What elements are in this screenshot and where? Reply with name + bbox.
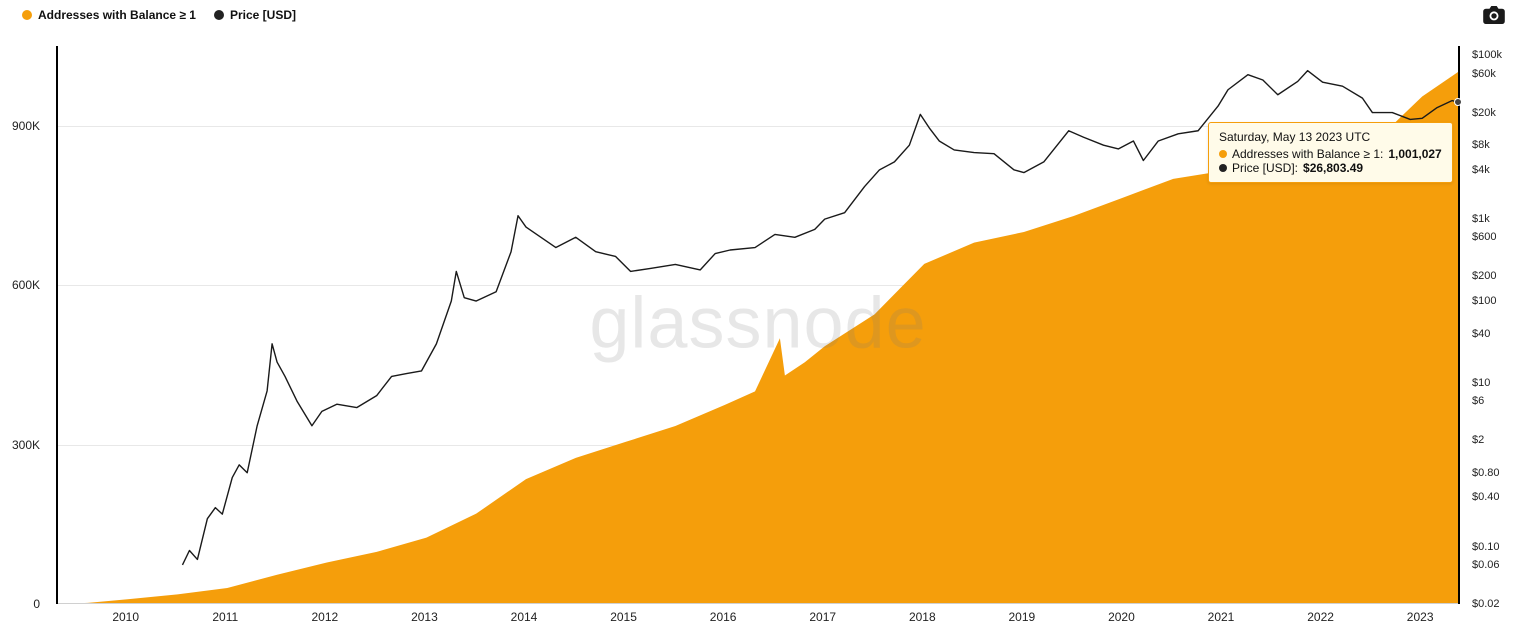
tooltip-label-addresses: Addresses with Balance ≥ 1: [1232,147,1383,161]
y-right-tick-label: $10 [1472,377,1490,389]
x-tick-label: 2022 [1307,610,1334,624]
chart-legend: Addresses with Balance ≥ 1 Price [USD] [22,8,296,22]
y-right-tick-label: $4k [1472,164,1490,176]
y-axis-right-labels: $0.02$0.06$0.10$0.40$0.80$2$6$10$40$100$… [1466,46,1514,604]
chart-plot-area[interactable]: glassnode Saturday, May 13 2023 UTC Addr… [56,46,1460,604]
y-right-tick-label: $0.80 [1472,467,1500,479]
y-left-tick-label: 900K [12,119,40,133]
y-right-tick-label: $0.10 [1472,541,1500,553]
tooltip-value-price: $26,803.49 [1303,161,1363,175]
tooltip-row-price: Price [USD]: $26,803.49 [1219,161,1442,175]
legend-swatch-price [214,10,224,20]
x-tick-label: 2012 [311,610,338,624]
x-tick-label: 2017 [809,610,836,624]
legend-item-addresses[interactable]: Addresses with Balance ≥ 1 [22,8,196,22]
tooltip-value-addresses: 1,001,027 [1388,147,1441,161]
tooltip-label-price: Price [USD]: [1232,161,1298,175]
plot-border: glassnode Saturday, May 13 2023 UTC Addr… [56,46,1460,604]
y-right-tick-label: $100 [1472,295,1496,307]
y-right-tick-label: $200 [1472,270,1496,282]
x-axis-baseline [58,603,1458,604]
x-tick-label: 2011 [212,610,238,624]
tooltip-row-addresses: Addresses with Balance ≥ 1: 1,001,027 [1219,147,1442,161]
hover-cursor-dot [1454,98,1462,106]
hover-tooltip: Saturday, May 13 2023 UTC Addresses with… [1208,122,1453,183]
x-tick-label: 2015 [610,610,637,624]
y-right-tick-label: $60k [1472,68,1496,80]
y-left-tick-label: 600K [12,278,40,292]
x-tick-label: 2023 [1407,610,1434,624]
y-axis-left-labels: 0300K600K900K [0,46,50,604]
legend-label-addresses: Addresses with Balance ≥ 1 [38,8,196,22]
x-tick-label: 2021 [1208,610,1235,624]
x-tick-label: 2020 [1108,610,1135,624]
snapshot-button[interactable] [1483,6,1505,24]
y-right-tick-label: $100k [1472,49,1502,61]
x-tick-label: 2016 [710,610,737,624]
y-right-tick-label: $600 [1472,231,1496,243]
x-axis-labels: 2010 2011 2012 2013 2014 2015 2016 2017 2018 2019… [56,610,1460,630]
hover-cursor-line [1458,46,1459,604]
tooltip-date: Saturday, May 13 2023 UTC [1219,130,1442,144]
y-right-tick-label: $0.06 [1472,559,1500,571]
y-right-tick-label: $0.40 [1472,491,1500,503]
tooltip-dot-addresses [1219,150,1227,158]
x-tick-label: 2019 [1009,610,1036,624]
y-right-tick-label: $6 [1472,395,1484,407]
x-tick-label: 2010 [112,610,139,624]
y-left-tick-label: 0 [33,597,40,611]
y-right-tick-label: $20k [1472,107,1496,119]
tooltip-dot-price [1219,164,1227,172]
legend-swatch-addresses [22,10,32,20]
legend-item-price[interactable]: Price [USD] [214,8,296,22]
x-tick-label: 2014 [511,610,538,624]
y-right-tick-label: $1k [1472,213,1490,225]
x-tick-label: 2013 [411,610,438,624]
legend-label-price: Price [USD] [230,8,296,22]
camera-icon [1483,6,1505,24]
y-left-tick-label: 300K [12,438,40,452]
y-right-tick-label: $0.02 [1472,598,1500,610]
y-right-tick-label: $8k [1472,139,1490,151]
y-right-tick-label: $40 [1472,328,1490,340]
y-right-tick-label: $2 [1472,434,1484,446]
x-tick-label: 2018 [909,610,936,624]
